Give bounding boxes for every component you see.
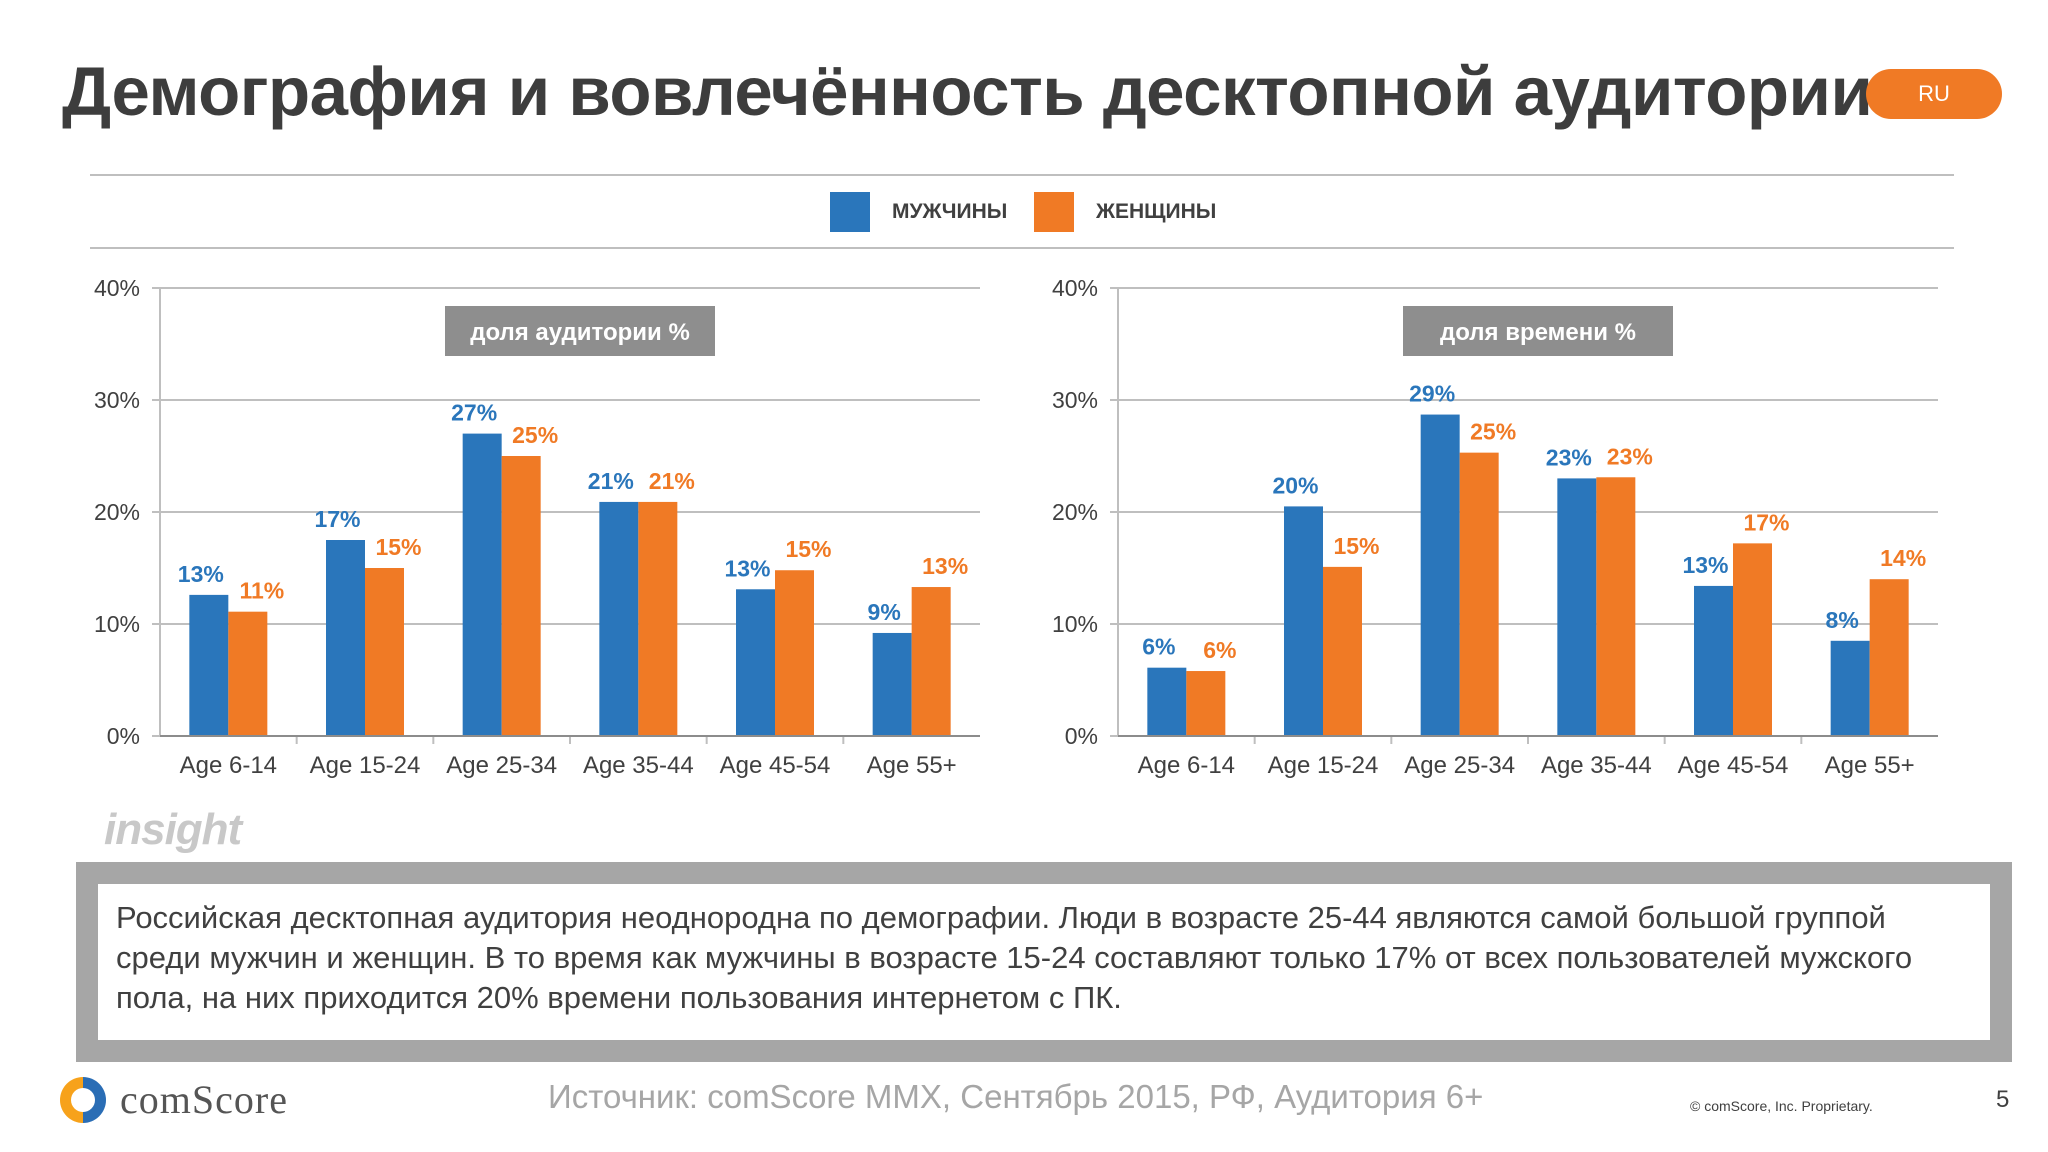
bar [1284,506,1323,736]
bar [462,433,502,736]
data-label: 27% [451,400,497,426]
data-label: 29% [1409,381,1455,407]
data-label: 21% [649,468,695,494]
bar [736,589,775,736]
bar [501,456,541,736]
comscore-logo-text: comScore [120,1077,288,1122]
comscore-logo-icon [60,1076,106,1123]
y-tick-label: 20% [1052,499,1098,525]
data-label: 13% [922,553,968,579]
bar [1323,566,1362,736]
data-label: 17% [314,506,360,532]
x-tick-label: Age 35-44 [583,752,694,779]
data-label: 15% [785,536,831,562]
source-note: Источник: comScore MMX, Сентябрь 2015, Р… [548,1078,1484,1115]
x-tick-label: Age 55+ [867,752,957,779]
x-tick-label: Age 25-34 [1404,752,1515,779]
x-tick-label: Age 6-14 [1138,752,1235,779]
audience-share-chart: 0% 10% 20% 30% 40% 13% 11% Age 6-14 17% 15% Age 15… [94,275,980,779]
data-label: 8% [1826,607,1859,633]
x-tick-label: Age 45-54 [1678,752,1789,779]
data-label: 13% [178,561,224,587]
data-label: 15% [375,534,421,560]
bar [1596,477,1636,736]
comscore-logo: comScore [60,1076,288,1123]
chart-title: доля времени % [1440,319,1636,346]
chart-title-box [1403,306,1673,356]
bar [1459,452,1499,736]
y-tick-label: 10% [1052,611,1098,637]
data-label: 6% [1142,634,1175,660]
x-tick-label: Age 6-14 [180,752,277,779]
bar [911,587,951,736]
legend-swatch-men [830,192,870,232]
x-tick-label: Age 55+ [1825,752,1915,779]
y-tick-label: 30% [94,387,140,413]
legend-label-women: ЖЕНЩИНЫ [1096,200,1217,223]
y-tick-label: 0% [1065,723,1098,749]
divider-top [90,174,1954,176]
chart-title: доля аудитории % [470,319,690,346]
data-label: 25% [512,422,558,448]
legend-women: ЖЕНЩИНЫ [1034,190,1216,234]
bar [1186,671,1226,736]
y-tick-label: 40% [94,275,140,301]
x-tick-label: Age 45-54 [720,752,831,779]
legend-label-men: МУЖЧИНЫ [892,200,1008,223]
bar [1869,579,1909,736]
y-tick-label: 20% [94,499,140,525]
bar [1557,478,1597,736]
insight-box: Российская десктопная аудитория неодноро… [76,862,2012,1062]
legend-men: МУЖЧИНЫ [830,190,1007,234]
time-share-chart: 0% 10% 20% 30% 40% 6% 6% Age 6-14 20% 15% Age 15-2… [1052,275,1938,779]
data-label: 11% [239,578,284,604]
x-tick-label: Age 25-34 [446,752,557,779]
data-label: 13% [724,555,770,581]
x-tick-label: Age 15-24 [1268,752,1379,779]
page-title: Демография и вовлечённость десктопной ау… [62,53,1873,130]
bar [775,570,814,736]
data-label: 13% [1682,552,1728,578]
data-label: 21% [588,468,634,494]
legend-swatch-women [1034,192,1074,232]
x-tick-label: Age 35-44 [1541,752,1652,779]
data-label: 25% [1470,419,1516,445]
data-label: 23% [1546,444,1592,470]
y-tick-label: 10% [94,611,140,637]
data-label: 14% [1880,545,1926,571]
bar [189,594,229,736]
y-tick-label: 40% [1052,275,1098,301]
bar [1830,640,1870,736]
data-label: 23% [1607,443,1653,469]
bar [599,501,639,736]
language-badge[interactable]: RU [1866,69,2002,119]
bar [1694,585,1733,736]
data-label: 20% [1272,472,1318,498]
insight-watermark: insight [104,805,242,854]
data-label: 15% [1333,533,1379,559]
bar [638,501,678,736]
divider-bottom [90,247,1954,249]
y-tick-label: 0% [107,723,140,749]
copyright: © comScore, Inc. Proprietary. [1690,1098,1873,1114]
data-label: 9% [868,599,901,625]
bar [365,568,404,736]
chart-title-box [445,306,715,356]
insight-text: Российская десктопная аудитория неодноро… [98,884,1990,1040]
bar [872,632,912,736]
x-tick-label: Age 15-24 [310,752,421,779]
y-tick-label: 30% [1052,387,1098,413]
bar [1733,543,1772,736]
data-label: 17% [1743,509,1789,535]
bar [1147,667,1187,736]
bar [1420,414,1460,736]
data-label: 6% [1203,637,1236,663]
bar [228,611,268,736]
page-number: 5 [1996,1086,2010,1113]
bar [326,540,365,736]
